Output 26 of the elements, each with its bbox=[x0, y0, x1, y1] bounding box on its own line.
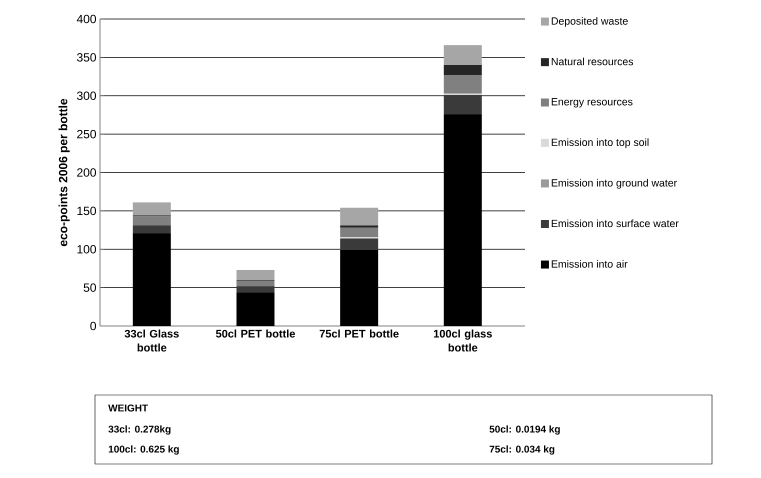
y-tick-label: 100 bbox=[77, 245, 96, 254]
legend-label: Emission into top soil bbox=[552, 138, 648, 148]
x-tick-label: 100cl glass bottle bbox=[434, 330, 492, 352]
legend-label: Emission into surface water bbox=[552, 219, 679, 228]
text: 50cl: 0.0194 kg bbox=[490, 425, 560, 435]
legend-label: Natural resources bbox=[552, 58, 634, 66]
y-tick-label: 50 bbox=[84, 283, 96, 292]
y-tick-label: 0 bbox=[90, 322, 96, 330]
legend-label: Energy resources bbox=[552, 98, 633, 108]
legend-label: Deposited waste bbox=[552, 17, 628, 27]
y-tick-label: 350 bbox=[76, 53, 96, 62]
y-tick-label: 200 bbox=[77, 168, 96, 177]
text: 100cl: 0.625 kg bbox=[108, 445, 179, 455]
legend-label: Emission into air bbox=[552, 260, 628, 268]
y-tick-label: 300 bbox=[76, 92, 96, 100]
legend-label: Emission into ground water bbox=[552, 178, 677, 189]
y-tick-label: 250 bbox=[77, 130, 96, 138]
x-tick-label: 50cl PET bottle bbox=[216, 330, 295, 338]
text: 33cl: 0.278kg bbox=[108, 425, 170, 435]
x-tick-label: 33cl Glass bottle bbox=[124, 330, 179, 352]
text: 75cl: 0.034 kg bbox=[490, 445, 554, 455]
text: WEIGHT bbox=[108, 404, 148, 412]
y-tick-label: 400 bbox=[76, 14, 96, 24]
x-tick-label: 75cl PET bottle bbox=[320, 330, 399, 338]
y-axis-title: eco-points 2006 per bottle bbox=[58, 98, 70, 246]
y-tick-label: 150 bbox=[77, 206, 96, 216]
